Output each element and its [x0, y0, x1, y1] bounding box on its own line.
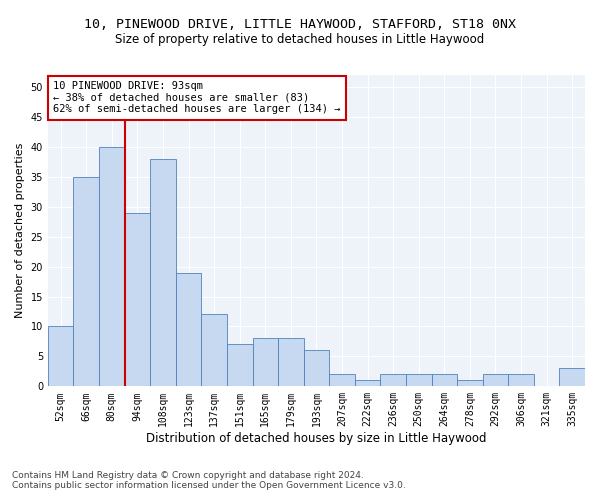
Bar	[304, 350, 329, 386]
Bar	[406, 374, 431, 386]
Bar	[253, 338, 278, 386]
Bar	[329, 374, 355, 386]
X-axis label: Distribution of detached houses by size in Little Haywood: Distribution of detached houses by size …	[146, 432, 487, 445]
Y-axis label: Number of detached properties: Number of detached properties	[15, 143, 25, 318]
Bar	[559, 368, 585, 386]
Bar	[278, 338, 304, 386]
Bar	[431, 374, 457, 386]
Bar	[508, 374, 534, 386]
Bar	[355, 380, 380, 386]
Bar	[150, 159, 176, 386]
Bar	[48, 326, 73, 386]
Text: Size of property relative to detached houses in Little Haywood: Size of property relative to detached ho…	[115, 32, 485, 46]
Bar	[227, 344, 253, 387]
Bar	[176, 272, 202, 386]
Text: 10 PINEWOOD DRIVE: 93sqm
← 38% of detached houses are smaller (83)
62% of semi-d: 10 PINEWOOD DRIVE: 93sqm ← 38% of detach…	[53, 81, 341, 114]
Bar	[73, 177, 99, 386]
Text: 10, PINEWOOD DRIVE, LITTLE HAYWOOD, STAFFORD, ST18 0NX: 10, PINEWOOD DRIVE, LITTLE HAYWOOD, STAF…	[84, 18, 516, 30]
Text: Contains public sector information licensed under the Open Government Licence v3: Contains public sector information licen…	[12, 481, 406, 490]
Bar	[202, 314, 227, 386]
Bar	[482, 374, 508, 386]
Text: Contains HM Land Registry data © Crown copyright and database right 2024.: Contains HM Land Registry data © Crown c…	[12, 471, 364, 480]
Bar	[125, 212, 150, 386]
Bar	[457, 380, 482, 386]
Bar	[99, 147, 125, 386]
Bar	[380, 374, 406, 386]
